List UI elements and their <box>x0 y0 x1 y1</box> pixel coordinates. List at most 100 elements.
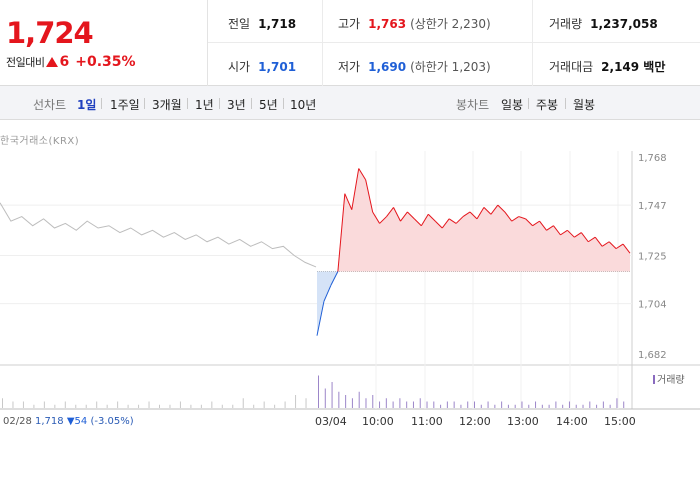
volume-bar <box>596 404 598 408</box>
volume-bar <box>179 401 181 408</box>
quote-panel: 1,724 전일대비 6 +0.35% 전일 1,718 고가 1,763 (상한가 2,… <box>0 0 700 86</box>
today-segment <box>560 229 568 236</box>
volume-bar <box>562 404 564 408</box>
volume-bar <box>446 401 448 408</box>
volume-bar <box>379 401 381 408</box>
prev-day-info: 02/28 1,718 ▼54 (-3.05%) <box>3 416 134 427</box>
today-segment <box>518 216 526 220</box>
volume-bar <box>480 404 482 408</box>
up-triangle-icon <box>46 57 59 67</box>
today-segment <box>379 216 387 224</box>
tab-1year[interactable]: 1년 <box>195 98 214 112</box>
prev-day-line <box>0 202 317 268</box>
tab-1day[interactable]: 1일 <box>77 98 97 112</box>
volume-bar <box>494 404 496 408</box>
y-tick-label: 1,768 <box>638 153 667 164</box>
today-segment <box>358 168 367 181</box>
tab-monthly-candle[interactable]: 월봉 <box>573 98 596 112</box>
tab-10year[interactable]: 10년 <box>290 98 317 112</box>
volume-bar <box>169 404 171 408</box>
prev-close-label: 전일 <box>228 17 251 31</box>
volume-swatch <box>653 375 655 384</box>
volume-bar <box>582 404 584 408</box>
volume-bar <box>507 404 509 408</box>
tab-5year[interactable]: 5년 <box>259 98 278 112</box>
today-segment <box>594 236 603 247</box>
lower-limit-note: (하한가 1,203) <box>410 60 491 74</box>
volume-bar <box>433 401 435 408</box>
today-segment <box>601 241 610 247</box>
volume-bar <box>96 401 98 408</box>
volume-bar <box>426 401 428 408</box>
volume-bar <box>474 401 475 408</box>
today-segment <box>615 243 624 250</box>
volume-bar <box>54 404 56 408</box>
today-segment <box>407 211 415 220</box>
today-segment <box>351 168 360 210</box>
today-segment <box>553 225 561 236</box>
volume-bar <box>2 398 3 408</box>
tab-3year[interactable]: 3년 <box>227 98 246 112</box>
x-axis: 03/04 10:00 11:00 12:00 13:00 14:00 15:00 <box>315 415 636 428</box>
volume-legend: 거래량 <box>653 371 685 386</box>
volume-bar <box>487 401 489 408</box>
tab-3month[interactable]: 3개월 <box>152 98 182 112</box>
volume-bar <box>460 404 462 408</box>
volume-bar <box>338 391 340 408</box>
volume-legend-label: 거래량 <box>657 375 685 386</box>
today-segment <box>539 220 547 231</box>
y-tick-label: 1,704 <box>638 300 667 311</box>
tab-separator <box>219 98 220 109</box>
tab-weekly-candle[interactable]: 주봉 <box>536 98 559 112</box>
high-stat: 고가 1,763 (상한가 2,230) <box>338 15 491 32</box>
price-chart[interactable]: 1,768 1,747 1,725 1,704 1,682 03/04 10:00 11:0… <box>0 121 700 490</box>
today-segment <box>393 207 401 222</box>
today-segment <box>587 236 596 243</box>
line-chart-label: 선차트 <box>33 98 67 112</box>
volume-bar <box>575 404 577 408</box>
today-segment <box>476 207 485 220</box>
tab-separator <box>144 98 145 109</box>
today-segment <box>511 216 519 222</box>
x-tick-label: 13:00 <box>507 415 539 428</box>
volume-bar <box>106 404 108 408</box>
volume-bar <box>295 395 297 408</box>
volume-bar <box>242 398 244 408</box>
tab-separator <box>528 98 529 109</box>
today-segment <box>330 271 339 286</box>
change-amount: 6 <box>59 54 70 70</box>
volume-bar <box>318 375 319 408</box>
tab-daily-candle[interactable]: 일봉 <box>501 98 524 112</box>
amount-label: 거래대금 <box>549 60 594 74</box>
today-segment <box>580 232 589 243</box>
volume-bar <box>305 398 307 408</box>
volume-bar <box>535 401 537 408</box>
volume-bar <box>440 404 442 408</box>
y-tick-label: 1,725 <box>638 252 667 263</box>
y-tick-label: 1,682 <box>638 350 667 361</box>
change-percent: +0.35% <box>75 54 136 70</box>
prev-day-change: ▼54 <box>66 416 88 427</box>
chart-grid <box>0 151 700 410</box>
volume-bar <box>372 395 374 408</box>
volume-bar <box>589 401 591 408</box>
volume-bar <box>521 401 523 408</box>
volume-bar <box>609 404 611 408</box>
price-block: 1,724 전일대비 6 +0.35% <box>0 0 208 86</box>
high-value: 1,763 <box>368 17 407 31</box>
today-segment <box>504 211 513 222</box>
volume-bar <box>324 388 326 408</box>
x-tick-label: 15:00 <box>604 415 636 428</box>
volume-bar <box>467 401 469 408</box>
today-segment <box>323 285 332 302</box>
today-segment <box>490 204 499 215</box>
volume-bar <box>392 401 394 408</box>
today-segment <box>497 204 506 213</box>
tab-1week[interactable]: 1주일 <box>110 98 140 112</box>
x-tick-label: 12:00 <box>459 415 491 428</box>
today-segment <box>420 214 429 226</box>
today-segment <box>441 218 450 229</box>
today-segment <box>434 220 443 229</box>
volume-bar <box>345 395 347 408</box>
column-divider <box>532 0 533 86</box>
